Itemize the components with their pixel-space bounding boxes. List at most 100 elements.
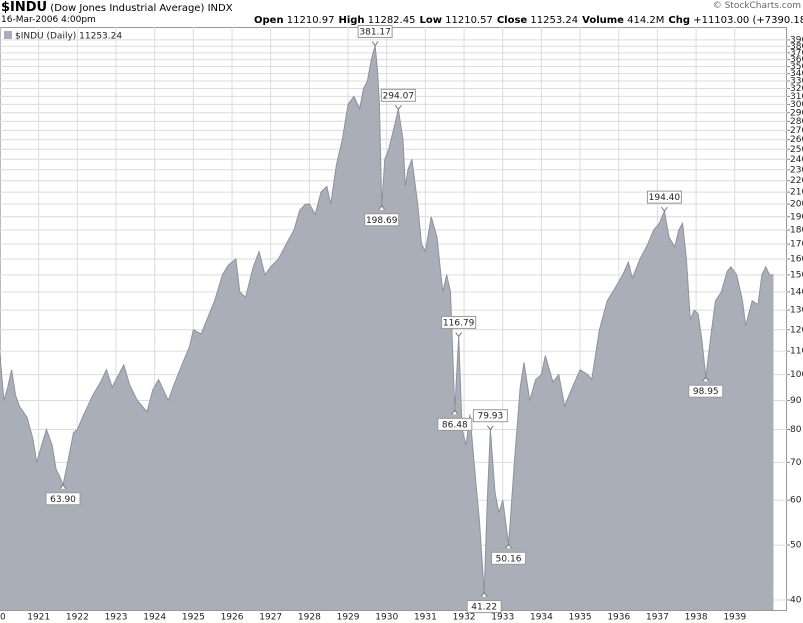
quote-value: 11253.24: [530, 15, 579, 26]
quote-value: 11210.57: [445, 15, 493, 26]
y-tick-label: 270: [790, 126, 803, 136]
y-tick-label: 190: [790, 212, 803, 222]
quote-label: Low: [419, 15, 442, 26]
annotation-label: 86.48: [442, 420, 468, 430]
x-tick-label: 1930: [375, 613, 398, 623]
x-tick-label: 1936: [607, 613, 630, 623]
y-tick-label: 180: [790, 226, 803, 236]
quote-label: Open: [254, 15, 284, 26]
x-tick-label: 1928: [298, 613, 321, 623]
quote-label: Close: [496, 15, 528, 26]
y-tick-label: 230: [790, 165, 803, 175]
y-tick-label: 310: [790, 92, 803, 102]
y-tick-label: 340: [790, 69, 803, 79]
annotation-pointer: [394, 105, 402, 111]
annotation-label: 194.40: [649, 193, 681, 203]
annotation-label: 98.95: [693, 387, 719, 397]
x-tick-label: 1932: [453, 613, 476, 623]
y-tick-label: 80: [790, 425, 802, 435]
x-tick-label: 1923: [105, 613, 128, 623]
y-tick-label: 210: [790, 188, 803, 198]
symbol: $INDU: [1, 0, 48, 15]
annotation-box: [45, 492, 81, 506]
annotation-box: [441, 315, 477, 329]
annotation-box: [466, 600, 502, 614]
y-tick-label: 90: [790, 396, 802, 406]
x-tick-label: 20: [0, 613, 6, 623]
x-tick-label: 1922: [66, 613, 89, 623]
y-tick-label: 350: [790, 62, 803, 72]
y-tick-label: 290: [790, 108, 803, 118]
annotation-label: 63.90: [50, 495, 76, 505]
y-tick-label: 320: [790, 84, 803, 94]
annotation-box: [380, 88, 416, 102]
annotation-pointer: [661, 206, 668, 212]
annotation-label: 381.17: [359, 28, 391, 38]
y-tick-label: 360: [790, 55, 803, 65]
y-tick-label: 200: [790, 200, 803, 210]
quote-value: 11210.97: [286, 15, 335, 26]
x-tick-label: 1924: [143, 613, 166, 623]
annotation-box: [364, 213, 400, 227]
quote-value: 414.2M: [627, 15, 665, 26]
annotation-pointer: [455, 332, 463, 338]
annotation-pointer: [59, 483, 67, 490]
legend-icon: [4, 31, 12, 39]
x-tick-label: 1926: [221, 613, 244, 623]
x-tick-label: 1931: [414, 613, 437, 623]
annotation-pointer: [371, 41, 379, 47]
annotation-label: 41.22: [471, 603, 497, 613]
y-tick-label: 70: [790, 458, 802, 468]
header: $INDU (Dow Jones Industrial Average) IND…: [0, 0, 803, 27]
annotation-label: 50.16: [496, 554, 522, 564]
exchange: INDX: [207, 3, 233, 14]
annotation-box: [357, 25, 393, 39]
annotation-box: [688, 384, 724, 398]
x-tick-label: 1929: [337, 613, 360, 623]
annotation-label: 198.69: [366, 216, 398, 226]
annotation-box: [646, 190, 682, 204]
y-tick-label: 130: [790, 306, 803, 316]
y-tick-label: 40: [790, 595, 802, 605]
y-tick-label: 150: [790, 270, 803, 280]
x-tick-label: 1921: [27, 613, 50, 623]
legend: $INDU (Daily) 11253.24: [15, 32, 122, 42]
x-tick-label: 1937: [646, 613, 669, 623]
y-tick-label: 50: [790, 541, 802, 551]
annotation-box: [437, 417, 473, 431]
annotation-pointer: [702, 376, 710, 382]
y-tick-label: 220: [790, 176, 803, 186]
y-tick-label: 250: [790, 145, 803, 155]
quote-value: 11282.45: [367, 15, 416, 26]
annotation-pointer: [480, 591, 488, 597]
x-tick-label: 1938: [685, 613, 708, 623]
y-tick-label: 260: [790, 135, 803, 145]
index-name: (Dow Jones Industrial Average): [50, 3, 205, 14]
quote-label: Volume: [582, 15, 624, 26]
annotation-label: 79.93: [477, 412, 503, 422]
y-tick-label: 140: [790, 287, 803, 297]
area: [0, 45, 774, 610]
annotation-pointer: [486, 425, 494, 431]
date: 16-Mar-2006 4:00pm: [1, 15, 96, 25]
annotation-pointer: [451, 409, 459, 415]
annotation-label: 116.79: [443, 318, 475, 328]
y-tick-label: 120: [790, 325, 803, 335]
y-tick-label: 160: [790, 255, 803, 265]
y-tick-label: 300: [790, 100, 803, 110]
annotation-pointer: [378, 204, 386, 211]
quote: Open 11210.97 High 11282.45 Low 11210.57 Cl…: [250, 15, 803, 26]
y-tick-label: 110: [790, 347, 803, 357]
y-tick-label: 240: [790, 155, 803, 165]
quote-label: Chg: [668, 15, 691, 26]
annotation-box: [491, 551, 527, 565]
y-tick-label: 280: [790, 117, 803, 127]
x-tick-label: 1934: [530, 613, 553, 623]
annotation-label: 294.07: [383, 91, 415, 101]
y-tick-label: 390: [790, 35, 803, 45]
x-tick-label: 1939: [723, 613, 746, 623]
symbol-line: $INDU (Dow Jones Industrial Average) IND…: [1, 0, 233, 15]
credit: © StockCharts.com: [712, 1, 801, 11]
x-tick-label: 1933: [491, 613, 514, 623]
